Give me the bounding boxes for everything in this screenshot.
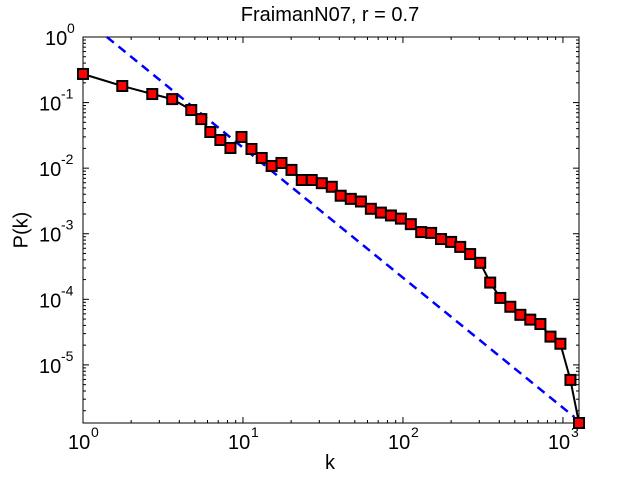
- chart-title: FraimanN07, r = 0.7: [240, 4, 420, 26]
- data-point-marker: [285, 163, 298, 176]
- x-tick-label: 10: [548, 432, 570, 454]
- data-point-marker: [224, 141, 237, 154]
- data-point-marker: [544, 330, 557, 343]
- data-point-marker: [344, 192, 357, 205]
- data-point-marker: [275, 156, 288, 169]
- x-tick-label: 10: [68, 432, 90, 454]
- y-tick-label: 10: [39, 94, 61, 116]
- y-tick-exponent: -4: [61, 282, 74, 298]
- x-tick-exponent: 1: [251, 424, 259, 440]
- data-point-marker: [325, 180, 338, 193]
- data-point-marker: [354, 195, 367, 208]
- x-tick-label: 10: [388, 432, 410, 454]
- data-point-marker: [534, 318, 547, 331]
- y-tick-exponent: -1: [61, 86, 74, 102]
- data-point-marker: [374, 206, 387, 219]
- data-point-marker: [554, 337, 567, 350]
- data-point-marker: [494, 291, 507, 304]
- y-tick-exponent: 0: [67, 20, 75, 36]
- data-point-marker: [564, 373, 577, 386]
- y-tick-label: 10: [39, 225, 61, 247]
- fit-line: [106, 36, 576, 419]
- y-tick-exponent: -5: [61, 348, 74, 364]
- data-point-marker: [573, 417, 585, 429]
- y-tick-label: 10: [45, 28, 67, 50]
- x-tick-exponent: 2: [411, 424, 419, 440]
- x-tick-label: 10: [228, 432, 250, 454]
- data-point-marker: [394, 212, 407, 225]
- data-point-marker: [166, 93, 179, 106]
- data-point-marker: [484, 276, 497, 289]
- data-point-marker: [245, 142, 258, 155]
- y-tick-exponent: -2: [61, 151, 74, 167]
- data-point-marker: [195, 113, 208, 126]
- x-tick-exponent: 3: [571, 424, 579, 440]
- data-point-marker: [474, 256, 487, 269]
- data-point-marker: [295, 173, 308, 186]
- data-point-marker: [404, 218, 417, 231]
- data-point-marker: [235, 130, 248, 143]
- data-point-marker: [77, 67, 89, 80]
- x-axis-label: k: [325, 452, 335, 474]
- data-point-marker: [425, 226, 438, 239]
- data-point-marker: [146, 88, 159, 101]
- y-tick-label: 10: [39, 290, 61, 312]
- data-point-marker: [334, 189, 347, 202]
- data-point-marker: [504, 300, 517, 313]
- data-point-marker: [265, 159, 278, 172]
- data-point-marker: [435, 233, 448, 246]
- x-tick-exponent: 0: [91, 424, 99, 440]
- data-point-marker: [524, 313, 537, 326]
- data-point-marker: [464, 248, 477, 261]
- data-point-marker: [514, 308, 527, 321]
- data-point-marker: [454, 240, 467, 253]
- data-point-marker: [384, 209, 397, 222]
- data-point-marker: [214, 133, 227, 146]
- data-point-marker: [364, 202, 377, 215]
- axes-frame: [82, 36, 580, 424]
- y-tick-label: 10: [39, 159, 61, 181]
- tick-labels: 10 0 10 1 10 2 10 310 010 -110 -210 -310 -410 -5: [39, 20, 579, 454]
- y-tick-label: 10: [39, 356, 61, 378]
- data-point-marker: [185, 104, 198, 117]
- data-point-marker: [116, 79, 129, 92]
- data-point-marker: [255, 151, 268, 164]
- data-point-marker: [204, 125, 217, 138]
- y-tick-exponent: -3: [61, 217, 74, 233]
- data-point-marker: [315, 177, 328, 190]
- data-point-marker: [415, 226, 428, 239]
- axis-ticks: [82, 36, 579, 423]
- data-point-marker: [305, 173, 318, 186]
- data-markers: [77, 67, 585, 429]
